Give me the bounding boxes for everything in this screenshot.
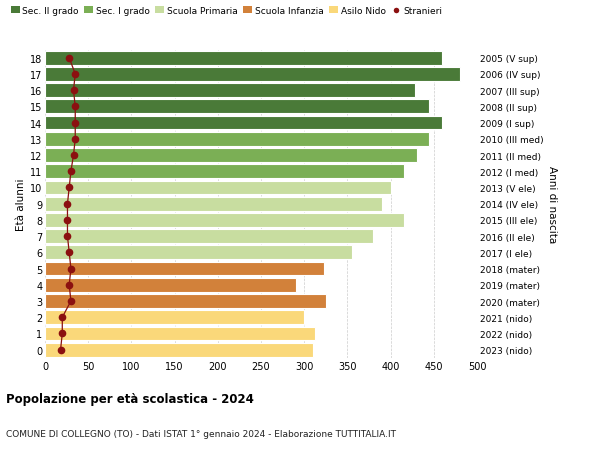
Bar: [45, 84, 415, 98]
Bar: [45, 213, 404, 227]
Bar: [45, 262, 324, 276]
Bar: [45, 100, 430, 114]
Bar: [45, 278, 296, 292]
Text: COMUNE DI COLLEGNO (TO) - Dati ISTAT 1° gennaio 2024 - Elaborazione TUTTITALIA.I: COMUNE DI COLLEGNO (TO) - Dati ISTAT 1° …: [6, 429, 396, 438]
Bar: [45, 52, 442, 66]
Bar: [45, 117, 442, 130]
Bar: [45, 230, 373, 244]
Bar: [45, 246, 352, 260]
Bar: [45, 295, 326, 308]
Bar: [45, 197, 382, 211]
Bar: [45, 68, 460, 82]
Bar: [45, 133, 430, 146]
Y-axis label: Età alunni: Età alunni: [16, 178, 26, 230]
Bar: [45, 311, 304, 325]
Bar: [45, 343, 313, 357]
Y-axis label: Anni di nascita: Anni di nascita: [547, 166, 557, 243]
Bar: [45, 165, 404, 179]
Text: Popolazione per età scolastica - 2024: Popolazione per età scolastica - 2024: [6, 392, 254, 405]
Bar: [45, 327, 316, 341]
Bar: [45, 149, 416, 162]
Bar: [45, 181, 391, 195]
Legend: Sec. II grado, Sec. I grado, Scuola Primaria, Scuola Infanzia, Asilo Nido, Stran: Sec. II grado, Sec. I grado, Scuola Prim…: [11, 7, 442, 16]
